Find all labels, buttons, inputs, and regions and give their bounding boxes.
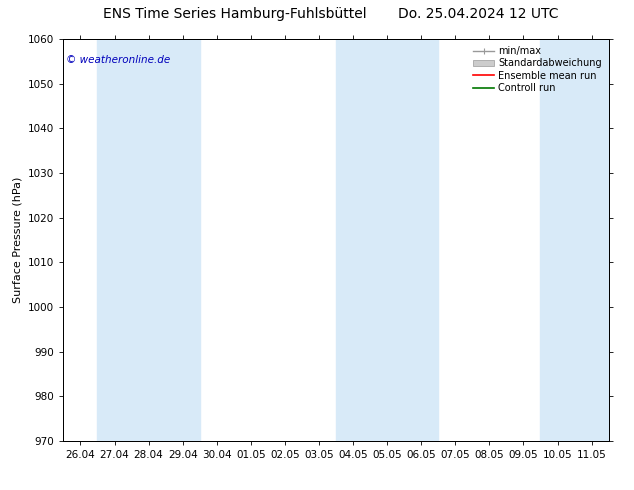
Text: ENS Time Series Hamburg-Fuhlsbüttel: ENS Time Series Hamburg-Fuhlsbüttel [103, 7, 366, 22]
Legend: min/max, Standardabweichung, Ensemble mean run, Controll run: min/max, Standardabweichung, Ensemble me… [471, 44, 604, 95]
Text: Do. 25.04.2024 12 UTC: Do. 25.04.2024 12 UTC [398, 7, 559, 22]
Bar [540, 39, 609, 441]
Bar [336, 39, 438, 441]
Bar [98, 39, 200, 441]
Text: © weatheronline.de: © weatheronline.de [66, 55, 171, 65]
Y-axis label: Surface Pressure (hPa): Surface Pressure (hPa) [13, 177, 23, 303]
